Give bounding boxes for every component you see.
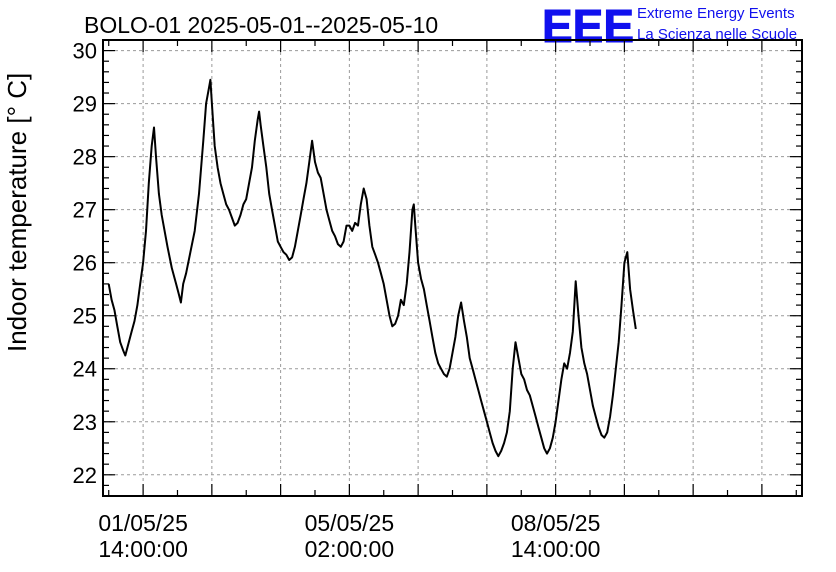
y-tick-label: 27 [73,198,97,223]
eee-logo: EEE Extreme Energy Events La Scienza nel… [542,0,798,53]
temperature-series-line [107,78,637,458]
tick-labels: 22232425262728293001/05/2514:00:0005/05/… [73,39,601,562]
eee-logo-mark: EEE [542,0,634,52]
y-tick-label: 25 [73,304,97,329]
plot-frame [102,39,803,497]
y-tick-label: 23 [73,410,97,435]
y-axis-label: Indoor temperature [° C] [2,73,32,352]
logo-line-1: Extreme Energy Events [637,5,795,22]
y-tick-label: 30 [73,39,97,64]
logo-line-2: La Scienza nelle Scuole [637,26,797,43]
axis-ticks [103,39,802,497]
y-tick-label: 29 [73,92,97,117]
x-tick-label-date: 01/05/25 [98,510,188,536]
x-tick-label-date: 08/05/25 [511,510,601,536]
y-tick-label: 22 [73,463,97,488]
series-layer [107,78,637,458]
x-tick-label-time: 14:00:00 [98,536,188,562]
y-tick-label: 24 [73,357,97,382]
x-tick-label-time: 02:00:00 [305,536,395,562]
x-tick-label-time: 14:00:00 [511,536,601,562]
grid [103,40,802,496]
x-tick-label-date: 05/05/25 [305,510,395,536]
y-tick-label: 28 [73,145,97,170]
chart-title: BOLO-01 2025-05-01--2025-05-10 [84,12,438,38]
y-tick-label: 26 [73,251,97,276]
